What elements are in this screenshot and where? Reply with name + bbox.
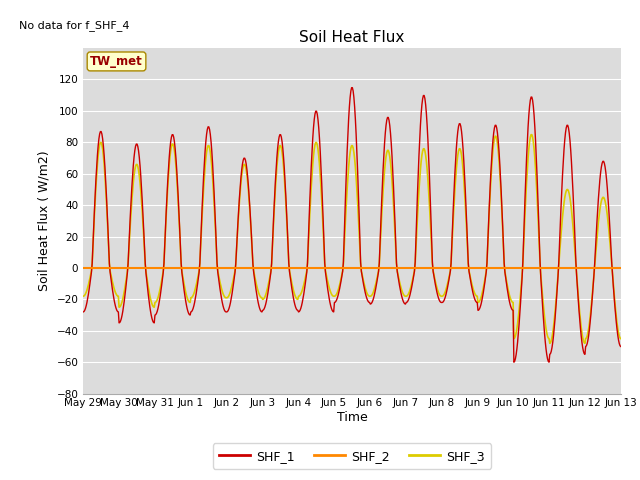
Legend: SHF_1, SHF_2, SHF_3: SHF_1, SHF_2, SHF_3 [213,444,491,469]
Text: No data for f_SHF_4: No data for f_SHF_4 [19,20,129,31]
X-axis label: Time: Time [337,411,367,424]
Text: TW_met: TW_met [90,55,143,68]
Title: Soil Heat Flux: Soil Heat Flux [300,30,404,46]
Y-axis label: Soil Heat Flux ( W/m2): Soil Heat Flux ( W/m2) [38,151,51,291]
